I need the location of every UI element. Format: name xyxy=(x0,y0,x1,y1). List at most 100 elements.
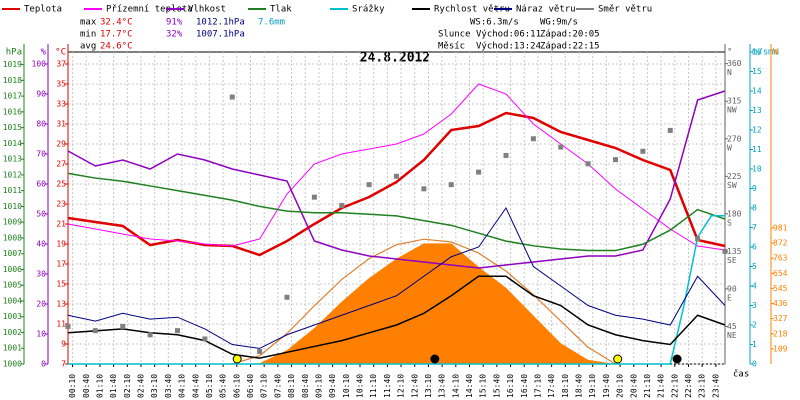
x-tick-label: 04:10 xyxy=(178,374,187,398)
x-tick-label: 15:40 xyxy=(492,374,501,398)
x-tick-label: 09:40 xyxy=(328,374,337,398)
x-tick-label: 23:40 xyxy=(711,374,720,398)
y-tick-label: 1002 xyxy=(3,328,22,337)
y-tick-label: 1016 xyxy=(3,107,22,116)
y-tick-label: 270 xyxy=(727,134,742,143)
y-tick-label: 1005 xyxy=(3,281,22,290)
x-tick-label: 16:10 xyxy=(506,374,515,398)
x-tick-label: 14:10 xyxy=(451,374,460,398)
y-tick-label: 7 xyxy=(752,223,757,232)
stat-text: avg xyxy=(80,42,96,52)
x-tick-label: 17:10 xyxy=(533,374,542,398)
legend-label: Směr větru xyxy=(598,5,652,15)
x-tick-label: 10:10 xyxy=(342,374,351,398)
stat-text: max xyxy=(80,18,97,28)
sun-moon-marker xyxy=(430,354,440,364)
sun-moon-marker xyxy=(672,354,682,364)
y-tick-label: 1010 xyxy=(3,202,22,211)
solar-area xyxy=(232,243,616,364)
y-tick-label: 90 xyxy=(727,284,737,293)
y-tick-label: 8 xyxy=(752,204,757,213)
stat-text: 1007.1hPa xyxy=(196,30,245,40)
stat-text: 32% xyxy=(166,30,183,40)
x-tick-label: 07:40 xyxy=(273,374,282,398)
y-tick-label: 80 xyxy=(36,120,46,129)
x-tick-label: 03:10 xyxy=(150,374,159,398)
y-tick-label: 1013 xyxy=(3,155,22,164)
y-tick-label: 37 xyxy=(56,60,66,69)
y-tick-label: 20 xyxy=(36,300,46,309)
x-tick-label: 16:40 xyxy=(520,374,529,398)
x-tick-label: 02:10 xyxy=(123,374,132,398)
y-tick-label: 12 xyxy=(752,126,762,135)
axis-unit: m/s xyxy=(752,48,768,58)
solar-theory xyxy=(232,238,616,365)
compass-label: W xyxy=(727,143,732,152)
stat-text: min xyxy=(80,30,96,40)
y-tick-label: 225 xyxy=(727,172,742,181)
axis-unit: ° xyxy=(727,48,732,58)
x-tick-label: 06:10 xyxy=(232,374,241,398)
wind-direction-point xyxy=(257,348,263,354)
y-tick-label: 327 xyxy=(773,314,788,323)
wind-direction-point xyxy=(448,182,454,188)
y-tick-label: 10 xyxy=(36,330,46,339)
axis-unit: mm xyxy=(768,48,779,58)
y-tick-label: 109 xyxy=(773,344,788,353)
y-tick-label: 14 xyxy=(752,87,762,96)
y-tick-label: 9 xyxy=(752,184,757,193)
y-tick-label: 360 xyxy=(727,59,742,68)
y-tick-label: 13 xyxy=(56,300,66,309)
x-tick-label: 03:40 xyxy=(164,374,173,398)
wind-info: WS:6.3m/s xyxy=(470,18,519,28)
series-line xyxy=(67,275,726,359)
wind-direction-point xyxy=(284,294,290,300)
sun-info: Východ:06:11 xyxy=(476,30,541,40)
y-tick-label: 1004 xyxy=(3,296,22,305)
x-tick-label: 00:10 xyxy=(68,374,77,398)
series-line xyxy=(67,111,726,257)
x-tick-label: 00:40 xyxy=(82,374,91,398)
wind-direction-point xyxy=(202,336,208,342)
x-tick-label: 01:10 xyxy=(95,374,104,398)
y-tick-label: 1003 xyxy=(3,312,22,321)
y-tick-label: 1001 xyxy=(3,344,22,353)
y-tick-label: 981 xyxy=(773,223,788,232)
axis-unit: % xyxy=(41,48,47,58)
y-tick-label: 11 xyxy=(56,320,66,329)
x-tick-label: 18:40 xyxy=(575,374,584,398)
wind-direction-point xyxy=(640,148,646,154)
wind-direction-point xyxy=(695,236,701,242)
x-tick-label: 14:40 xyxy=(465,374,474,398)
compass-label: SW xyxy=(727,181,737,190)
wind-direction-point xyxy=(175,328,180,334)
stat-text: 7.6mm xyxy=(258,18,285,28)
y-tick-label: 31 xyxy=(56,120,66,129)
wind-direction-point xyxy=(503,152,509,158)
y-tick-label: 40 xyxy=(36,240,46,249)
moon-info: Západ:22:15 xyxy=(540,42,600,52)
axis-unit: °C xyxy=(55,48,66,58)
x-tick-label: 06:40 xyxy=(246,374,255,398)
y-tick-label: 17 xyxy=(56,260,66,269)
y-tick-label: 3 xyxy=(752,301,757,310)
y-tick-label: 100 xyxy=(32,60,47,69)
x-tick-label: 12:40 xyxy=(410,374,419,398)
y-tick-label: 35 xyxy=(56,80,66,89)
y-tick-label: 16 xyxy=(752,48,762,57)
y-tick-label: 4 xyxy=(752,282,757,291)
y-tick-label: 763 xyxy=(773,254,788,263)
compass-label: E xyxy=(727,293,732,302)
wind-direction-point xyxy=(558,144,564,150)
wind-direction-point xyxy=(366,182,372,188)
x-tick-label: 15:10 xyxy=(479,374,488,398)
legend-label: Teplota xyxy=(24,5,62,15)
x-tick-label: 04:40 xyxy=(191,374,200,398)
wind-direction-point xyxy=(722,248,728,254)
compass-label: NE xyxy=(727,331,737,340)
y-tick-label: 1006 xyxy=(3,265,22,274)
wind-info: WG:9m/s xyxy=(540,18,578,28)
x-tick-label: 12:10 xyxy=(397,374,406,398)
wind-direction-point xyxy=(147,332,153,338)
